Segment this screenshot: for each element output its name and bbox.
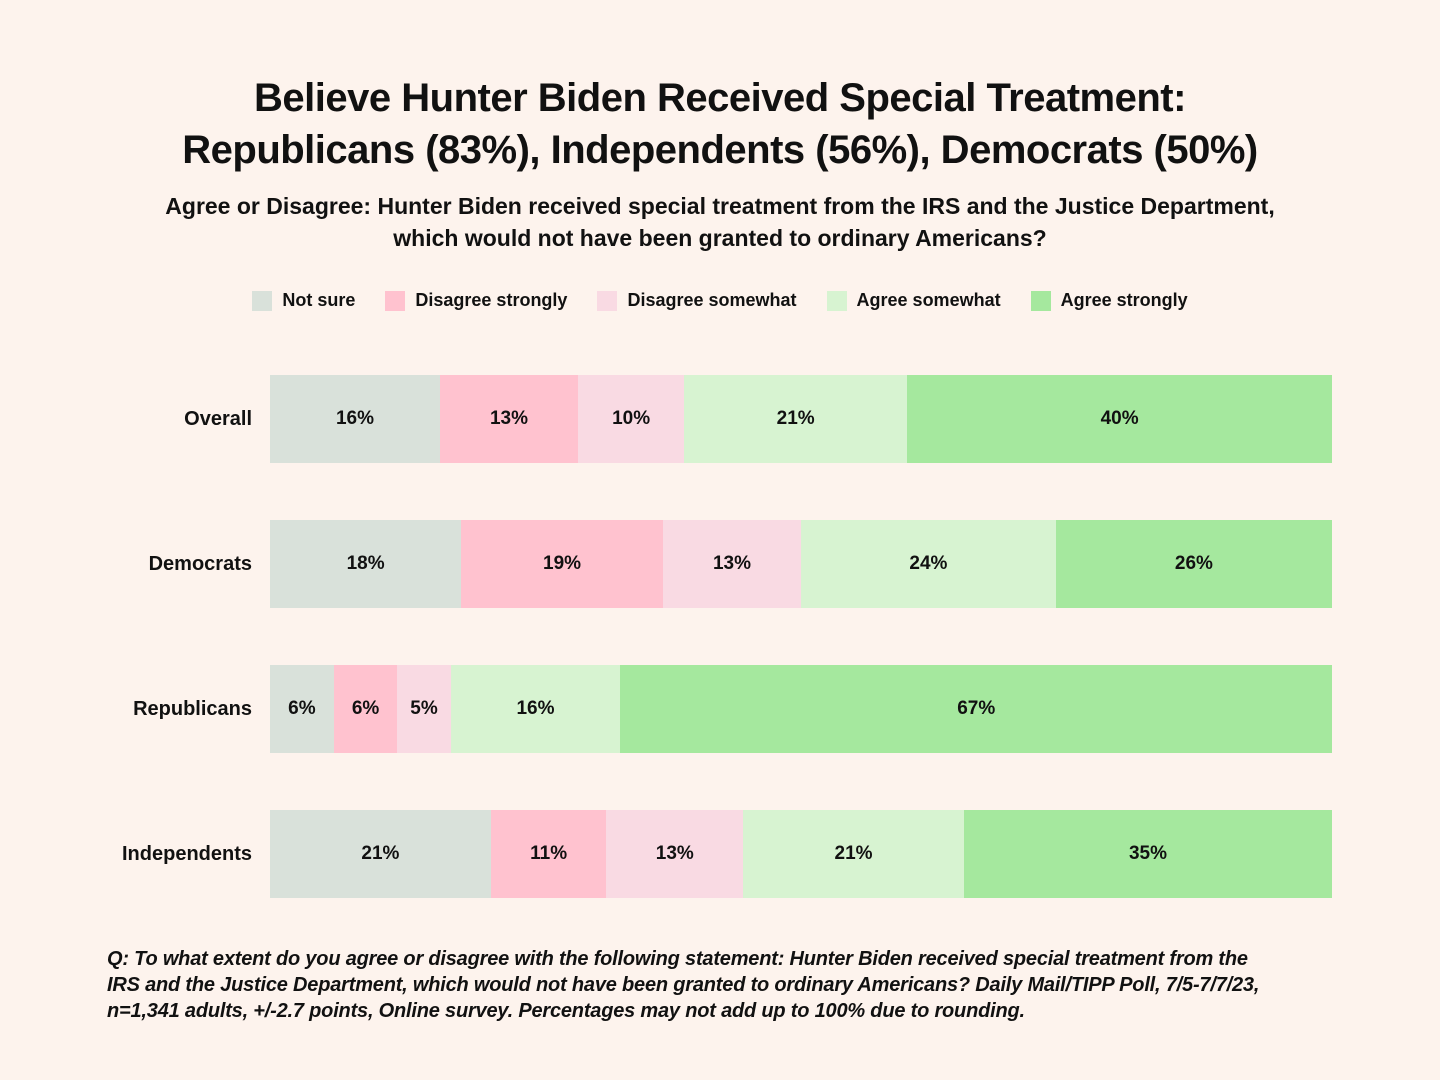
chart-row: Overall 16% 13% 10% 21% 40% <box>108 375 1332 463</box>
stacked-bar: 18% 19% 13% 24% 26% <box>270 520 1332 608</box>
legend-item: Agree strongly <box>1030 290 1188 311</box>
legend-swatch-icon <box>597 290 618 311</box>
bar-segment: 6% <box>270 665 334 753</box>
legend-swatch-icon <box>252 290 273 311</box>
legend-swatch-icon <box>1030 290 1051 311</box>
bar-segment: 21% <box>684 375 908 463</box>
bar-segment: 19% <box>461 520 663 608</box>
source-footnote: Q: To what extent do you agree or disagr… <box>107 948 1260 1022</box>
chart-row: Independents 21% 11% 13% 21% 35% <box>108 810 1332 898</box>
bar-segment: 10% <box>577 375 685 463</box>
bar-segment: 40% <box>907 375 1332 463</box>
bar-segment: 24% <box>801 520 1056 608</box>
chart-subtitle: Agree or Disagree: Hunter Biden received… <box>165 193 1275 251</box>
row-label: Independents <box>121 842 252 865</box>
chart: Overall 16% 13% 10% 21% 40% Democrats 18% 19% 13%… <box>108 375 1332 898</box>
bar-segment: 5% <box>397 665 451 753</box>
bar-segment: 21% <box>270 810 491 898</box>
bar-segment: 35% <box>963 810 1332 898</box>
row-label: Overall <box>184 407 252 430</box>
chart-row: Democrats 18% 19% 13% 24% 26% <box>108 520 1332 608</box>
stacked-bar: 16% 13% 10% 21% 40% <box>270 375 1332 463</box>
bar-segment: 26% <box>1055 520 1332 608</box>
legend-label: Disagree somewhat <box>627 290 797 310</box>
row-label: Democrats <box>148 552 252 575</box>
bar-segment: 67% <box>620 665 1332 753</box>
chart-row: Republicans 6% 6% 5% 16% 67% <box>108 665 1332 753</box>
legend-label: Agree strongly <box>1060 290 1188 310</box>
legend-label: Not sure <box>282 290 356 310</box>
legend-swatch-icon <box>385 290 406 311</box>
row-label: Republicans <box>133 697 252 720</box>
stacked-bar: 21% 11% 13% 21% 35% <box>270 810 1332 898</box>
bar-segment: 13% <box>606 810 744 898</box>
legend-label: Disagree strongly <box>415 290 568 310</box>
bar-segment: 13% <box>439 375 578 463</box>
legend-swatch-icon <box>826 290 847 311</box>
legend-item: Agree somewhat <box>826 290 1001 311</box>
legend-label: Agree somewhat <box>856 290 1001 310</box>
bar-segment: 16% <box>450 665 621 753</box>
legend-item: Disagree somewhat <box>597 290 797 311</box>
page-title: Believe Hunter Biden Received Special Tr… <box>182 76 1258 172</box>
legend-item: Not sure <box>252 290 355 311</box>
bar-segment: 16% <box>270 375 440 463</box>
bar-segment: 11% <box>490 810 607 898</box>
bar-segment: 13% <box>662 520 801 608</box>
bar-segment: 18% <box>270 520 462 608</box>
bar-segment: 6% <box>333 665 398 753</box>
legend-item: Disagree strongly <box>385 290 567 311</box>
stacked-bar: 6% 6% 5% 16% 67% <box>270 665 1332 753</box>
legend: Not sure Disagree strongly Disagree somewh… <box>0 290 1440 311</box>
bar-segment: 21% <box>743 810 964 898</box>
